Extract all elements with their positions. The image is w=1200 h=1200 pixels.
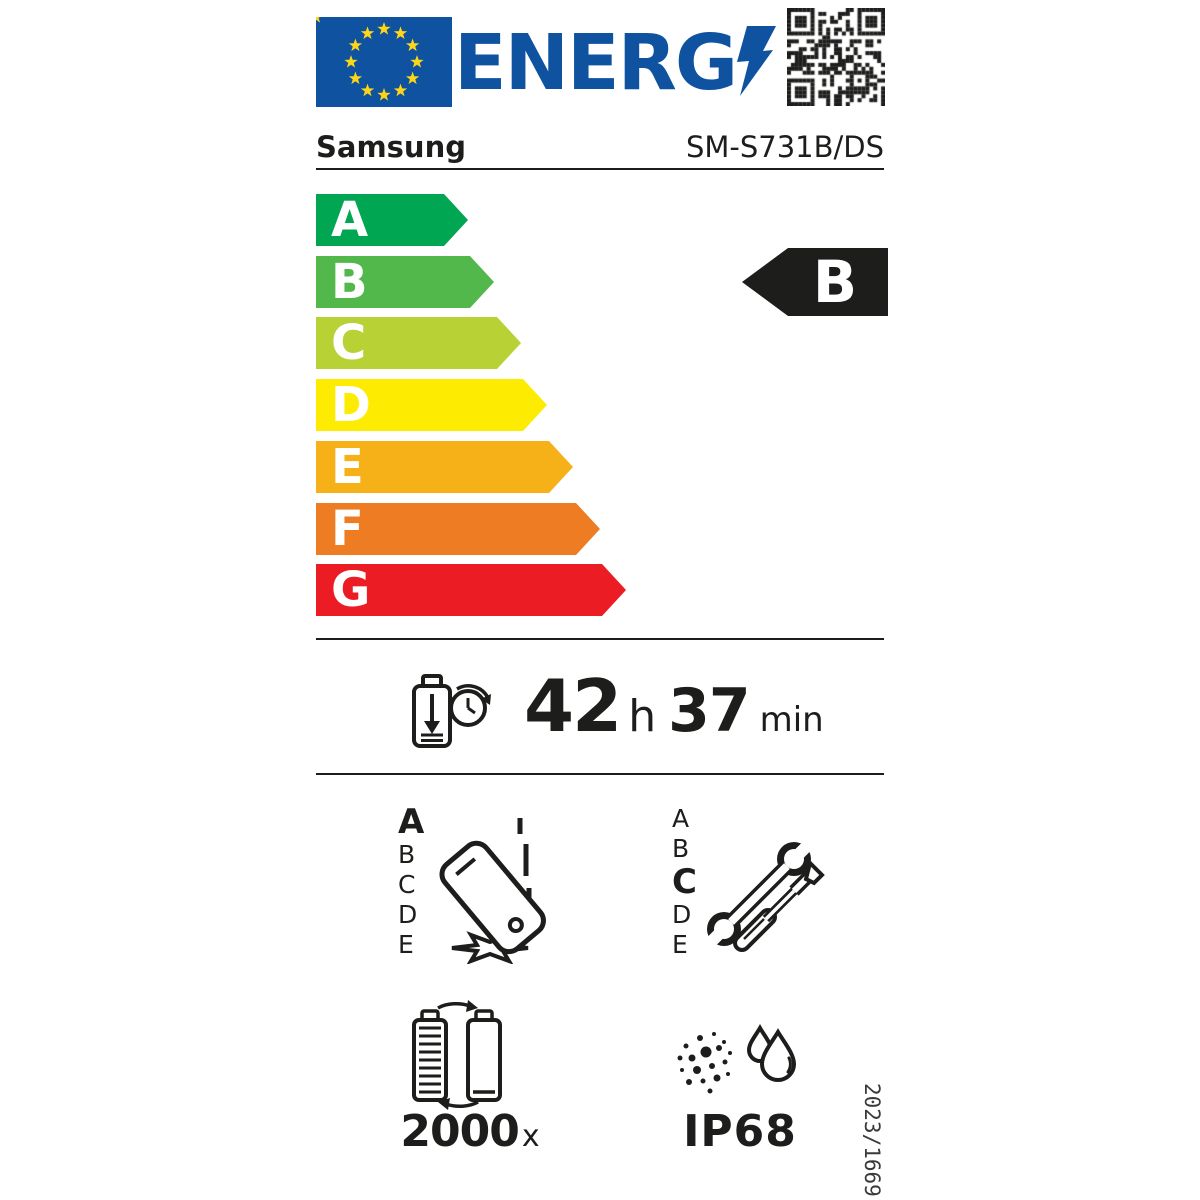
battery-cycles-value: 2000 x [386, 1106, 554, 1157]
energy-class-bar-f: F [316, 503, 600, 555]
energy-class-bar-letter: E [331, 439, 364, 495]
ip-rating: IP68 [683, 1106, 797, 1157]
energy-class-bar-e: E [316, 441, 573, 493]
battery-cycle-icon [412, 1000, 502, 1110]
repair-tools-icon [700, 835, 825, 953]
energy-logo-text: ENERG [454, 19, 738, 108]
energy-class-bar-letter: F [331, 501, 364, 557]
model-identifier: SM-S731B/DS [685, 130, 884, 164]
class-option-c-rated: C [672, 862, 697, 902]
class-option-b: B [672, 834, 690, 863]
falling-phone-icon [439, 818, 546, 964]
brand-name: Samsung [316, 130, 466, 164]
rated-class-arrow: B [742, 248, 888, 316]
energy-class-bar-letter: C [331, 315, 367, 371]
energy-class-bar-letter: B [331, 254, 368, 310]
class-option-b: B [398, 840, 416, 869]
divider [316, 168, 884, 170]
regulation-number: 2023/1669 [860, 1083, 884, 1197]
divider [316, 773, 884, 775]
energy-class-bar-c: C [316, 317, 521, 369]
energy-class-bar-g: G [316, 564, 626, 616]
ingress-protection-value: IP68 [672, 1106, 808, 1157]
qr-code [787, 8, 885, 106]
battery-endurance-icon [412, 674, 491, 748]
endurance-minutes-unit: min [759, 700, 824, 740]
eu-flag-icon [316, 17, 452, 107]
battery-endurance-value: 42 h 37 min [524, 664, 824, 748]
class-option-e: E [672, 930, 688, 959]
endurance-hours-unit: h [628, 691, 657, 742]
energy-class-bar-a: A [316, 194, 468, 246]
endurance-hours: 42 [524, 664, 622, 748]
energy-class-bar-letter: D [331, 377, 371, 433]
rated-class-letter: B [812, 248, 858, 316]
class-option-e: E [398, 930, 414, 959]
cycles-unit: x [521, 1119, 540, 1154]
energy-class-bar-letter: A [331, 192, 369, 248]
energy-class-bar-b: B [316, 256, 494, 308]
lightning-bolt-icon [737, 26, 776, 96]
energy-class-bar-letter: G [331, 562, 371, 618]
divider [316, 638, 884, 640]
supplier-row: Samsung SM-S731B/DS [316, 130, 884, 164]
energy-class-bar-d: D [316, 379, 547, 431]
dust-water-icon [677, 1023, 797, 1094]
class-option-d: D [398, 900, 418, 929]
class-option-a: A [672, 804, 690, 833]
class-option-c: C [398, 870, 416, 899]
endurance-minutes: 37 [668, 676, 750, 746]
class-option-d: D [672, 900, 692, 929]
cycles-number: 2000 [400, 1106, 519, 1157]
class-option-a-rated: A [398, 802, 425, 842]
